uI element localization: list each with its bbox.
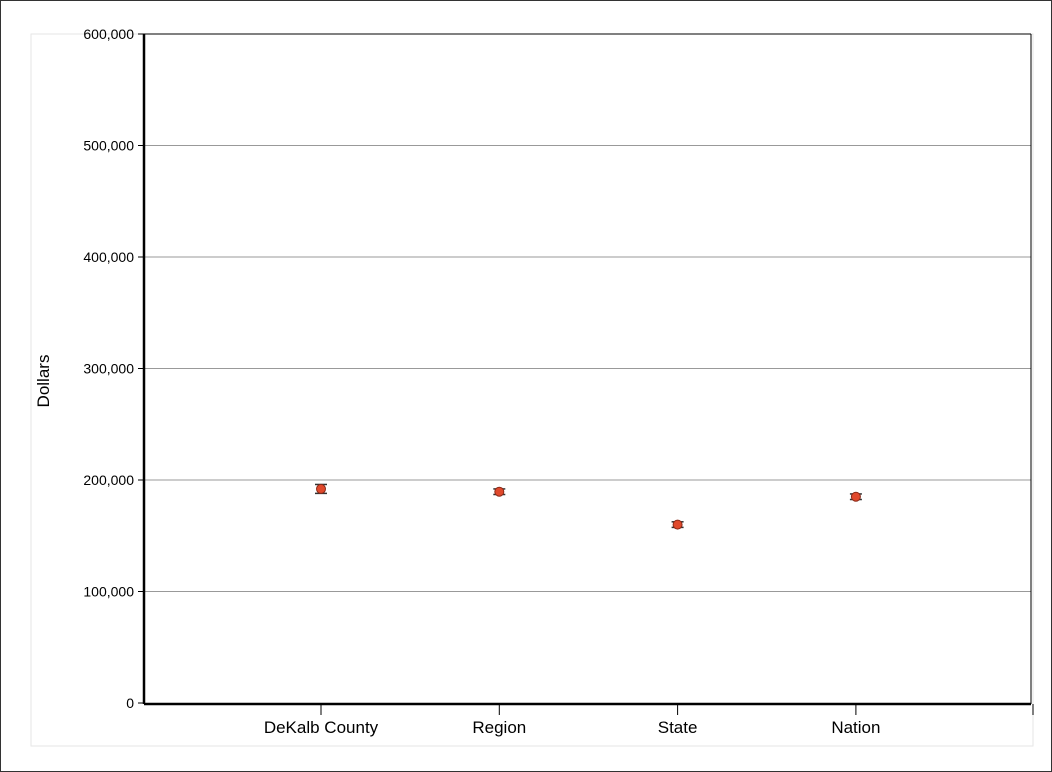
data-point <box>316 483 326 494</box>
x-axis-ticks: DeKalb County Region State Nation <box>264 704 1034 737</box>
plot-panel-border <box>30 33 1034 747</box>
x-tick-label: State <box>658 718 698 737</box>
y-tick-label: 500,000 <box>83 138 134 154</box>
y-tick-label: 0 <box>126 695 134 711</box>
gridlines <box>144 145 1031 592</box>
x-tick-label: DeKalb County <box>264 718 379 737</box>
data-point <box>672 519 683 530</box>
y-axis-title: Dollars <box>34 355 53 408</box>
y-tick-label: 200,000 <box>83 472 134 488</box>
data-point <box>494 486 505 497</box>
data-point <box>850 491 861 502</box>
x-tick-label: Region <box>472 718 526 737</box>
data-points <box>315 483 862 530</box>
y-tick-label: 300,000 <box>83 361 134 377</box>
x-tick-label: Nation <box>831 718 880 737</box>
y-tick-label: 400,000 <box>83 249 134 265</box>
y-axis-ticks: 0 100,000 200,000 300,000 400,000 500,000 600,… <box>83 26 144 711</box>
y-tick-label: 600,000 <box>83 26 134 42</box>
y-tick-label: 100,000 <box>83 584 134 600</box>
